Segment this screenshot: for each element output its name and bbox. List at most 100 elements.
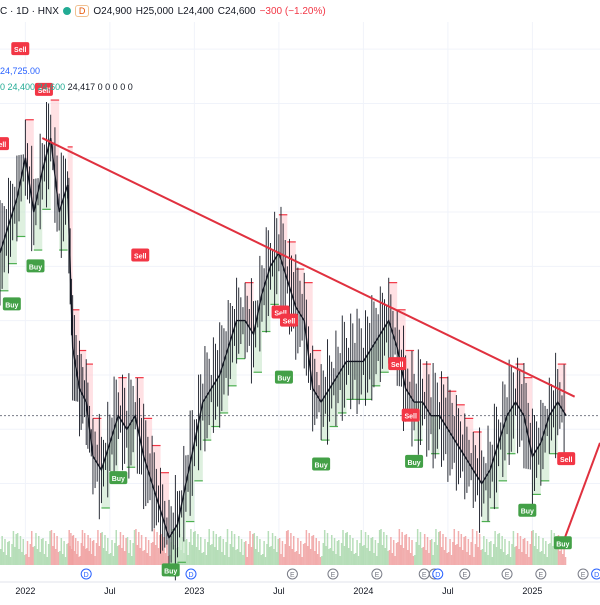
event-marker <box>432 568 444 580</box>
sell-signal-badge <box>557 452 576 466</box>
buy-signal-badge <box>26 259 45 273</box>
volume-bar <box>200 537 202 565</box>
volume-bar <box>280 554 282 565</box>
volume-bar <box>470 542 472 565</box>
signal-label: Buy <box>407 460 420 467</box>
volume-bar <box>12 531 15 565</box>
volume-bar <box>483 536 485 565</box>
volume-bar <box>92 540 95 565</box>
volume-bar <box>50 530 53 565</box>
volume-bar <box>26 541 29 565</box>
volume-bar <box>500 549 502 565</box>
signal-label: Sell <box>38 88 51 95</box>
volume-bar <box>9 557 12 565</box>
symbol-title[interactable]: C · 1D · HNX <box>0 5 59 17</box>
volume-bar <box>126 537 129 565</box>
volume-bar <box>370 538 372 565</box>
volume-bar <box>336 541 339 565</box>
event-marker <box>185 568 197 580</box>
volume-bar <box>342 530 344 565</box>
volume-bar <box>150 543 153 565</box>
volume-bar <box>104 535 106 565</box>
volume-bar <box>83 533 86 565</box>
volume-bar <box>243 542 246 565</box>
volume-bar <box>476 531 478 565</box>
volume-bar <box>239 552 241 565</box>
event-marker <box>535 568 547 580</box>
signal-label: Buy <box>164 568 177 575</box>
volume-bar <box>539 552 541 565</box>
volume-bar <box>411 540 413 565</box>
volume-bar <box>149 556 151 565</box>
sell-signal-badge <box>401 408 420 422</box>
signal-label: Sell <box>391 362 404 369</box>
volume-bar <box>256 536 258 565</box>
event-marker-label: E <box>581 572 586 579</box>
volume-bar <box>367 535 370 565</box>
buy-signal-badge <box>274 370 293 384</box>
volume-bar <box>314 551 316 565</box>
volume-bar <box>466 552 468 565</box>
volume-bar <box>259 539 261 565</box>
volume-bar <box>242 555 244 565</box>
volume-bar <box>130 556 133 565</box>
event-marker-label: E <box>331 572 336 579</box>
volume-bar <box>378 530 381 565</box>
volume-bar <box>70 549 73 565</box>
volume-bar <box>211 544 213 565</box>
event-marker <box>286 568 298 580</box>
volume-bar <box>146 553 148 565</box>
volume-bar <box>11 544 13 565</box>
volume-bar <box>114 543 116 565</box>
volume-bar <box>39 552 41 565</box>
volume-bar <box>383 532 385 565</box>
volume-bar <box>72 535 75 565</box>
volume-bar <box>140 535 143 565</box>
volume-bar <box>525 554 527 565</box>
volume-bar <box>222 539 225 565</box>
volume-bar <box>32 547 34 565</box>
x-tick-label: Jul <box>442 586 454 596</box>
x-tick-label: Jul <box>273 586 285 596</box>
volume-bar <box>392 540 395 565</box>
volume-bar <box>105 551 108 565</box>
volume-bar <box>445 537 447 565</box>
volume-bar <box>45 541 47 565</box>
volume-bar <box>552 546 554 565</box>
volume-bar <box>512 531 515 565</box>
volume-bar <box>332 551 334 565</box>
volume-bar <box>202 552 205 565</box>
volume-bar <box>430 539 433 565</box>
volume-bar <box>352 538 354 565</box>
volume-bar <box>471 529 474 565</box>
volume-bar <box>216 550 219 565</box>
event-marker-label: E <box>422 572 427 579</box>
volume-bar <box>321 556 323 565</box>
volume-bar <box>191 545 194 565</box>
volume-bar <box>514 547 516 565</box>
volume-bar <box>69 546 71 565</box>
volume-bar <box>116 546 119 565</box>
buy-signal-badge <box>2 297 21 311</box>
volume-bar <box>536 549 539 565</box>
volume-bar <box>68 530 70 565</box>
volume-bar <box>223 555 226 565</box>
volume-bar <box>212 531 215 565</box>
volume-bar <box>554 549 557 565</box>
buy-signal-badge <box>553 536 572 550</box>
volume-bar <box>356 540 358 565</box>
volume-bar <box>74 538 77 565</box>
volume-bar <box>563 541 565 565</box>
volume-bar <box>47 544 50 565</box>
volume-bar <box>294 552 296 565</box>
volume-bar <box>18 549 20 565</box>
volume-bar <box>295 551 298 565</box>
volume-bar <box>122 535 125 565</box>
volume-bar <box>4 539 6 565</box>
volume-bar <box>1 536 3 565</box>
volume-bar <box>253 533 256 565</box>
volume-bar <box>278 538 281 565</box>
volume-bar <box>21 552 23 565</box>
